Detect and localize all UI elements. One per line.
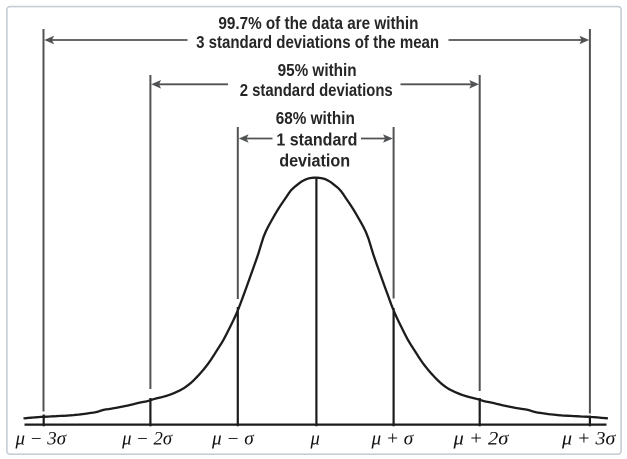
- svg-text:95% within: 95% within: [278, 60, 357, 80]
- svg-text:μ + 2σ: μ + 2σ: [452, 428, 509, 449]
- svg-text:μ + σ: μ + σ: [370, 428, 414, 449]
- svg-text:deviation: deviation: [279, 150, 350, 170]
- svg-text:μ − 3σ: μ − 3σ: [15, 428, 67, 449]
- svg-text:3 standard deviations of the m: 3 standard deviations of the mean: [196, 32, 439, 52]
- svg-text:99.7% of the data are within: 99.7% of the data are within: [218, 13, 418, 33]
- svg-text:μ: μ: [310, 428, 320, 449]
- svg-text:μ + 3σ: μ + 3σ: [561, 428, 616, 449]
- svg-text:μ − σ: μ − σ: [211, 428, 255, 449]
- svg-text:1 standard: 1 standard: [276, 130, 357, 150]
- svg-text:μ − 2σ: μ − 2σ: [121, 428, 173, 449]
- svg-text:68% within: 68% within: [276, 108, 355, 128]
- svg-text:2 standard deviations: 2 standard deviations: [240, 80, 393, 100]
